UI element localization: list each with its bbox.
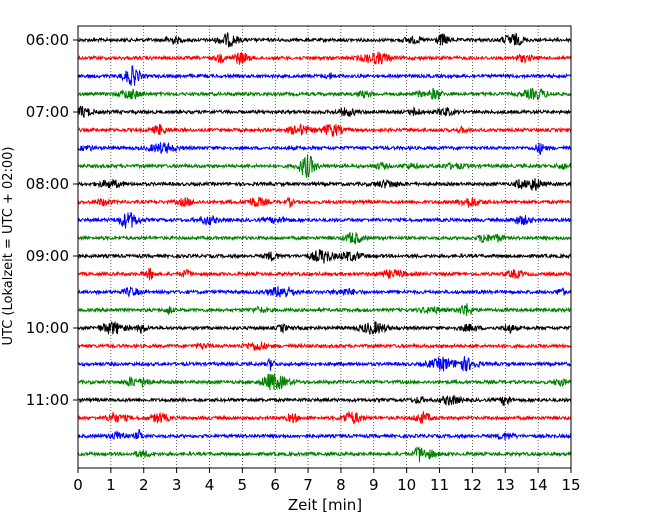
trace-1030: [77, 356, 572, 373]
x-tick-label: 0: [73, 476, 83, 494]
x-tick-label: 3: [172, 476, 182, 494]
trace-0730: [77, 141, 572, 156]
trace-0700: [77, 105, 572, 118]
y-tick-label: 11:00: [26, 391, 69, 409]
y-tick-label: 08:00: [26, 175, 69, 193]
y-axis-ticks: 06:00 07:00 08:00 09:00 10:00 11:00: [26, 31, 78, 409]
trace-1130: [77, 428, 572, 441]
x-tick-label: 9: [369, 476, 379, 494]
x-tick-label: 2: [139, 476, 149, 494]
trace-0645: [77, 87, 572, 101]
x-tick-label: 5: [238, 476, 248, 494]
trace-1015: [77, 341, 572, 352]
trace-0745: [77, 154, 572, 179]
x-tick-label: 8: [336, 476, 346, 494]
x-axis-label: Zeit [min]: [288, 496, 362, 514]
x-tick-label: 4: [205, 476, 215, 494]
plot-frame: [77, 25, 572, 469]
y-tick-label: 06:00: [26, 31, 69, 49]
trace-0600: [77, 32, 572, 48]
y-tick-label: 10:00: [26, 319, 69, 337]
x-tick-label: 12: [463, 476, 482, 494]
trace-0630: [77, 65, 572, 86]
x-tick-label: 13: [496, 476, 515, 494]
trace-0900: [77, 249, 572, 264]
y-tick-label: 09:00: [26, 247, 69, 265]
trace-0930: [77, 286, 572, 298]
trace-1000: [77, 320, 572, 335]
trace-0915: [77, 267, 572, 281]
x-tick-label: 7: [303, 476, 313, 494]
x-tick-label: 6: [270, 476, 280, 494]
x-axis-ticks: 0 1 2 3 4 5 6 7 8 9 10 11 12 13 14 15: [73, 468, 581, 494]
trace-0945: [77, 303, 572, 316]
trace-0615: [77, 51, 572, 65]
trace-layer: [77, 32, 572, 463]
trace-0715: [77, 122, 572, 137]
x-tick-label: 10: [397, 476, 416, 494]
x-tick-label: 14: [529, 476, 548, 494]
trace-0830: [77, 211, 572, 229]
trace-0845: [77, 232, 572, 245]
trace-1100: [77, 394, 572, 407]
x-tick-label: 1: [106, 476, 116, 494]
trace-1115: [77, 410, 572, 425]
trace-0815: [77, 196, 572, 209]
trace-0800: [77, 178, 572, 191]
y-axis-label: UTC (Lokalzeit = UTC + 02:00): [1, 147, 16, 346]
x-tick-label: 15: [561, 476, 580, 494]
y-tick-label: 07:00: [26, 103, 69, 121]
trace-1045: [77, 373, 572, 391]
trace-1145: [77, 446, 572, 463]
x-tick-label: 11: [430, 476, 449, 494]
